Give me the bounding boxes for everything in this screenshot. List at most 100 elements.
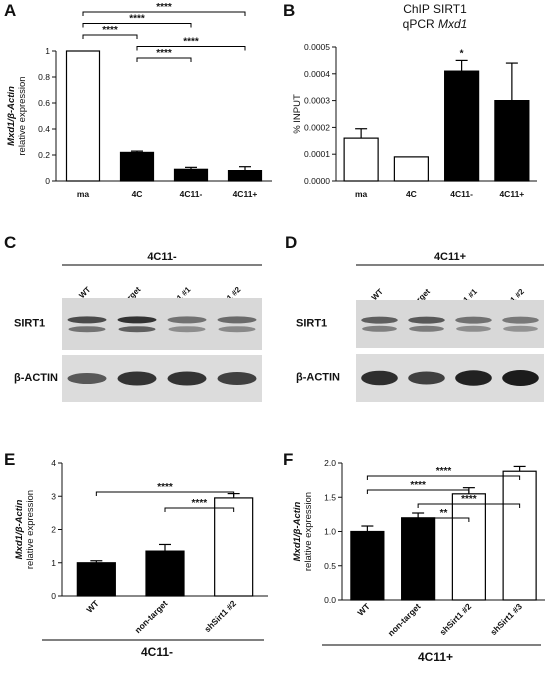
significance-label: **** (410, 480, 426, 491)
significance-label: **** (183, 37, 199, 48)
chart-b: 0.0000 0.0001 0.0002 0.0003 0.0004 0.0005 ma 4C… (292, 42, 537, 199)
y-tick-label: 0 (51, 591, 56, 601)
y-tick-label: 1.0 (324, 527, 336, 537)
blot-row-label: SIRT1 (14, 318, 45, 330)
significance-label: **** (436, 466, 452, 477)
sirt1-band-lower (218, 326, 256, 333)
significance-label: **** (192, 498, 208, 509)
chart-f: 0.0 0.5 1.0 1.5 2.0 WT non-target shSirt1 #2 shS… (292, 458, 545, 664)
actin-band (455, 370, 492, 386)
bar-4C (393, 156, 429, 182)
bar-4C (119, 151, 155, 182)
y-tick-label: 1.5 (324, 492, 336, 502)
y-axis-label: Mxd1/β-Actin (292, 501, 303, 561)
significance-label: **** (156, 48, 172, 59)
significance-bracket (136, 46, 246, 51)
category-label: 4C (132, 189, 143, 199)
category-label: shSirt1 #2 (437, 601, 473, 637)
sirt1-band (455, 316, 492, 324)
actin-band (167, 371, 207, 386)
significance-bracket (417, 503, 521, 508)
category-label: 4C11- (180, 189, 203, 199)
y-tick-label: 0 (45, 176, 50, 186)
actin-band (361, 370, 398, 386)
bar-WT (76, 562, 116, 597)
actin-band (67, 373, 107, 384)
category-label: non-target (386, 601, 423, 638)
y-tick-label: 0.0 (324, 595, 336, 605)
panel-letter-e: E (4, 450, 15, 469)
bar-ma (343, 137, 379, 182)
significance-label: * (460, 48, 464, 59)
significance-label: **** (102, 25, 118, 36)
category-label: ma (355, 189, 368, 199)
significance-bracket (366, 489, 470, 494)
significance-label: **** (157, 482, 173, 493)
group-label: 4C11- (141, 645, 173, 659)
y-tick-label: 3 (51, 491, 56, 501)
y-tick-label: 0.0001 (304, 149, 330, 159)
bar-non-target (401, 517, 436, 601)
significance-bracket (417, 517, 470, 522)
y-tick-label: 4 (51, 458, 56, 468)
sirt1-band-lower (118, 326, 156, 333)
blot-row-label: SIRT1 (296, 317, 327, 329)
significance-bracket (82, 34, 138, 39)
blot-group-label: 4C11- (147, 251, 177, 263)
bar-shSirt1 #2 (451, 493, 486, 601)
significance-bracket (82, 23, 192, 28)
sirt1-band-lower (168, 326, 206, 333)
panel-b-title-prefix: qPCR (403, 17, 438, 31)
actin-band (217, 372, 257, 385)
bar-non-target (145, 550, 185, 597)
bar-WT (350, 530, 385, 601)
sirt1-band (502, 316, 539, 324)
y-axis-label: Mxd1/β-Actin (6, 86, 17, 146)
category-label: ma (77, 189, 90, 199)
sirt1-band-lower (362, 325, 397, 332)
significance-bracket (136, 57, 192, 62)
significance-bracket (82, 11, 246, 16)
y-tick-label: 2.0 (324, 458, 336, 468)
panel-b-title-line1: ChIP SIRT1 (403, 2, 467, 16)
sirt1-band-lower (503, 325, 538, 332)
category-label: 4C11+ (233, 189, 258, 199)
y-tick-label: 1 (45, 46, 50, 56)
blot-row-label: β-ACTIN (14, 372, 58, 384)
significance-bracket (164, 507, 235, 512)
bar-shSirt1 #3 (502, 470, 537, 601)
significance-bracket (366, 475, 521, 480)
y-axis-label: % INPUT (292, 94, 303, 134)
sirt1-band-lower (68, 326, 106, 333)
category-label: 4C11- (450, 189, 473, 199)
significance-label: **** (156, 2, 172, 13)
panel-letter-a: A (4, 1, 16, 20)
panel-letter-b: B (283, 1, 295, 20)
y-tick-label: 1 (51, 558, 56, 568)
actin-band (502, 370, 539, 386)
y-axis-label: Mxd1/β-Actin (14, 499, 25, 559)
bar-4C11- (173, 168, 209, 182)
membrane-sirt1 (62, 298, 262, 350)
bar-4C11+ (494, 99, 530, 182)
category-label: non-target (133, 598, 170, 635)
category-label: shSirt1 #3 (488, 601, 524, 637)
y-tick-label: 0.2 (38, 150, 50, 160)
sirt1-band (408, 316, 445, 324)
sirt1-band-lower (409, 325, 444, 332)
category-label: WT (84, 598, 101, 615)
panel-b-title-gene: Mxd1 (438, 17, 467, 31)
y-tick-label: 0.4 (38, 124, 50, 134)
panel-letter-f: F (283, 450, 293, 469)
significance-label: ** (440, 508, 448, 519)
lane-label: WT (77, 285, 92, 300)
blot-group-label: 4C11+ (434, 251, 466, 263)
y-tick-label: 0.0005 (304, 42, 330, 52)
actin-band (408, 371, 445, 385)
y-axis-label-sub: relative expression (17, 76, 28, 155)
y-tick-label: 0.0000 (304, 176, 330, 186)
chart-a: 0 0.2 0.4 0.6 0.8 1 ma 4C 4C11- 4C11+ Mxd1/β-Actin… (6, 2, 272, 199)
sirt1-band (217, 316, 257, 324)
panel-letter-c: C (4, 233, 16, 252)
